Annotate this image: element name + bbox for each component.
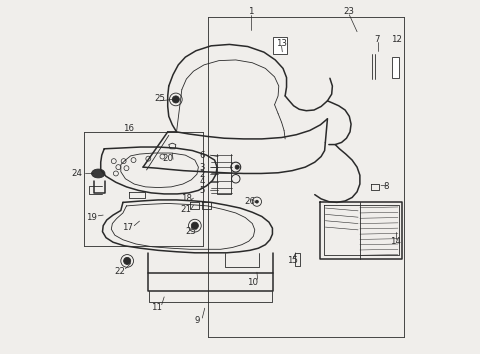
Text: 9: 9 [194, 316, 200, 325]
Text: 3: 3 [200, 162, 205, 172]
FancyBboxPatch shape [274, 38, 287, 54]
Text: 4: 4 [200, 177, 205, 186]
Text: 24: 24 [72, 169, 83, 178]
Circle shape [192, 222, 198, 229]
Text: 17: 17 [122, 223, 133, 232]
Text: 11: 11 [151, 303, 162, 312]
Text: 25: 25 [185, 227, 196, 236]
Circle shape [255, 200, 258, 203]
Text: 16: 16 [123, 124, 134, 133]
Text: 6: 6 [200, 151, 205, 160]
Circle shape [124, 257, 131, 264]
Text: 1: 1 [248, 7, 253, 17]
Text: 26: 26 [244, 197, 255, 206]
FancyBboxPatch shape [392, 57, 399, 78]
Text: 23: 23 [344, 7, 355, 17]
Text: 7: 7 [375, 35, 380, 44]
Ellipse shape [92, 169, 105, 178]
Text: 19: 19 [86, 213, 96, 222]
Text: 8: 8 [384, 182, 389, 192]
Text: 10: 10 [247, 278, 258, 287]
Text: 2: 2 [200, 170, 205, 179]
Text: 21: 21 [180, 205, 192, 214]
Text: 25: 25 [154, 94, 165, 103]
Text: 18: 18 [180, 194, 192, 203]
Text: 22: 22 [115, 267, 126, 276]
Circle shape [235, 165, 240, 169]
Circle shape [172, 96, 180, 103]
Text: 12: 12 [391, 35, 402, 44]
Text: 5: 5 [200, 185, 205, 195]
Text: 14: 14 [390, 237, 401, 246]
Text: 13: 13 [276, 39, 287, 48]
Text: 20: 20 [163, 154, 174, 163]
Text: 15: 15 [288, 256, 299, 266]
